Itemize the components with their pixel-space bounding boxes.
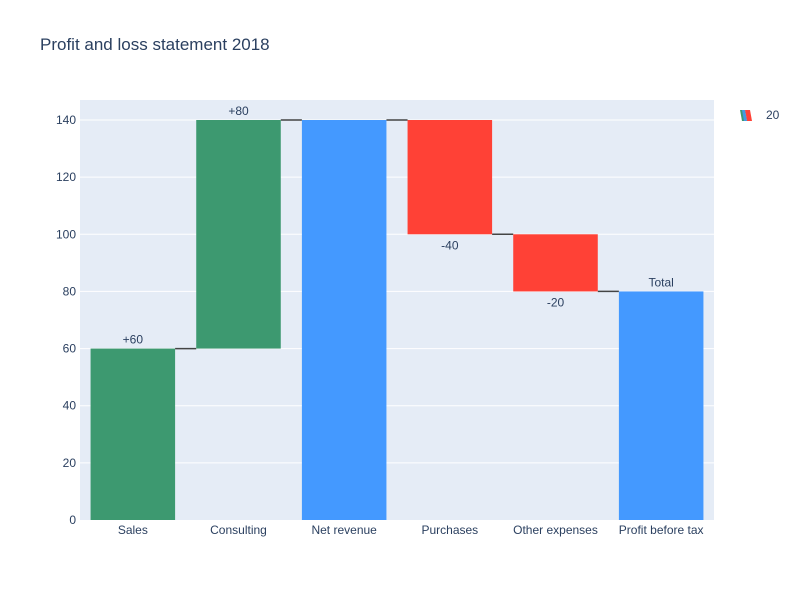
- y-tick-label: 60: [63, 342, 77, 356]
- x-tick-label: Purchases: [421, 523, 478, 537]
- legend-label: 20: [766, 108, 780, 122]
- data-label: -40: [441, 238, 459, 252]
- data-label: +60: [123, 333, 144, 347]
- data-label: +80: [228, 104, 249, 118]
- bar-net-revenue: [301, 120, 387, 520]
- legend-swatch-decreasing: [745, 110, 752, 121]
- data-label: Total: [648, 275, 673, 289]
- x-tick-label: Profit before tax: [619, 523, 704, 537]
- data-label: -20: [547, 295, 565, 309]
- chart-title: Profit and loss statement 2018: [40, 35, 270, 54]
- y-tick-label: 0: [69, 513, 76, 527]
- bar-consulting: [196, 120, 281, 349]
- legend[interactable]: 20: [740, 108, 780, 122]
- bars: [90, 120, 704, 520]
- legend-swatch-icon: [740, 110, 752, 121]
- x-tick-label: Sales: [118, 523, 148, 537]
- y-tick-label: 80: [63, 284, 77, 298]
- x-tick-label: Net revenue: [311, 523, 377, 537]
- y-tick-label: 120: [56, 170, 76, 184]
- y-tick-label: 40: [63, 399, 77, 413]
- bar-other-expenses: [513, 234, 598, 292]
- connectors: [175, 119, 619, 350]
- bar-sales: [90, 348, 176, 520]
- y-tick-label: 140: [56, 113, 76, 127]
- bar-purchases: [407, 120, 493, 235]
- x-tick-label: Consulting: [210, 523, 267, 537]
- data-labels: +60 +80 -40 -20 Total: [123, 104, 674, 347]
- x-axis-ticks: Sales Consulting Net revenue Purchases Other…: [118, 523, 704, 537]
- y-axis-ticks: 0 20 40 60 80 100 120 140: [56, 113, 76, 527]
- legend-swatch-total: [742, 110, 747, 121]
- y-tick-label: 100: [56, 227, 76, 241]
- y-tick-label: 20: [63, 456, 77, 470]
- x-tick-label: Other expenses: [513, 523, 598, 537]
- plot-background: [80, 100, 714, 520]
- bar-profit-before-tax: [618, 291, 704, 520]
